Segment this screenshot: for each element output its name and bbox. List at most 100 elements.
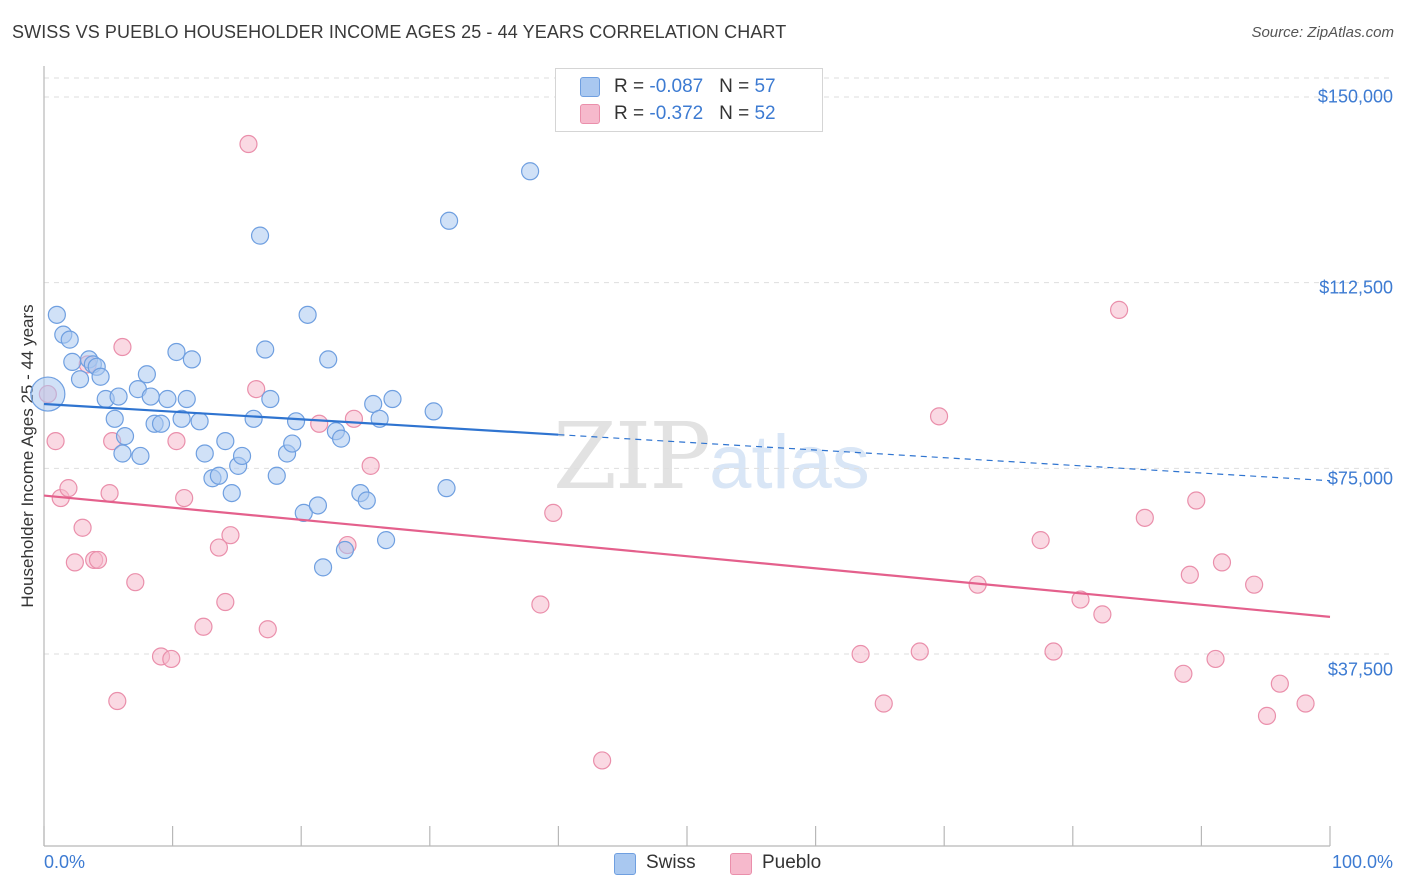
- x-tick-label-max: 100.0%: [1331, 852, 1393, 872]
- pueblo-point: [1270, 674, 1289, 693]
- pueblo-point: [910, 642, 929, 661]
- swiss-trend-line-extension: [558, 434, 1331, 482]
- swiss-point: [141, 387, 160, 406]
- pueblo-point: [113, 337, 132, 357]
- axis-layer: [43, 66, 1331, 847]
- swiss-point: [294, 503, 313, 522]
- swiss-point: [137, 365, 156, 384]
- pueblo-point: [1206, 649, 1225, 669]
- pueblo-point: [216, 592, 235, 612]
- pueblo-point: [1245, 575, 1264, 594]
- swiss-point: [286, 412, 306, 431]
- swiss-point: [335, 540, 355, 560]
- bottom-legend-swatch-pueblo: [730, 853, 752, 875]
- swiss-point: [244, 409, 263, 428]
- swiss-points-layer: [30, 162, 540, 577]
- swiss-point: [331, 429, 351, 448]
- pueblo-point: [1257, 706, 1277, 725]
- legend-swatch-swiss: [580, 77, 600, 97]
- swiss-point: [256, 340, 275, 359]
- stats-legend: R = -0.087 N = 57 R = -0.372 N = 52: [555, 68, 823, 132]
- swiss-point: [232, 446, 252, 466]
- swiss-point: [151, 414, 171, 433]
- pueblo-point: [344, 409, 364, 428]
- trend-lines-layer: [43, 402, 1331, 618]
- pueblo-point: [100, 483, 119, 503]
- pueblo-point: [209, 538, 228, 557]
- swiss-point: [109, 387, 128, 406]
- swiss-point: [209, 466, 228, 485]
- pueblo-point: [1109, 300, 1129, 319]
- pueblo-point: [167, 432, 186, 451]
- swiss-point: [319, 350, 338, 369]
- pueblo-points-layer: [38, 134, 1315, 770]
- pueblo-point: [126, 573, 145, 592]
- x-tick-label-min: 0.0%: [44, 852, 86, 872]
- pueblo-point: [1174, 664, 1193, 683]
- swiss-point: [177, 389, 196, 409]
- swiss-point: [521, 162, 540, 181]
- swiss-point: [439, 211, 459, 230]
- pueblo-point: [1093, 605, 1112, 624]
- swiss-point: [216, 432, 235, 451]
- pueblo-point: [1180, 565, 1199, 584]
- pueblo-point: [65, 553, 84, 572]
- swiss-point: [261, 389, 280, 409]
- pueblo-trend-line: [43, 494, 1331, 618]
- swiss-point: [167, 342, 186, 362]
- y-tick-label-37500: $37,500: [1327, 659, 1393, 680]
- swiss-point: [424, 402, 443, 421]
- swiss-point: [158, 389, 177, 409]
- swiss-point: [437, 479, 456, 498]
- swiss-point: [283, 434, 302, 453]
- pueblo-point: [1044, 642, 1063, 661]
- swiss-point: [195, 444, 214, 463]
- pueblo-point: [59, 479, 78, 498]
- pueblo-point: [1187, 491, 1206, 510]
- swiss-point: [383, 389, 402, 409]
- legend-swatch-pueblo: [580, 104, 600, 124]
- y-tick-label-112500: $112,500: [1319, 277, 1393, 298]
- pueblo-point: [162, 649, 181, 669]
- swiss-point: [298, 305, 317, 324]
- bottom-legend-swatch-swiss: [614, 853, 636, 875]
- legend-text-pueblo: R = -0.372 N = 52: [614, 103, 776, 124]
- bottom-legend-label-swiss: Swiss: [646, 852, 696, 873]
- swiss-point: [113, 444, 132, 463]
- swiss-point: [313, 558, 333, 577]
- pueblo-point: [73, 518, 92, 537]
- swiss-point: [70, 370, 90, 389]
- pueblo-point: [175, 488, 194, 508]
- pueblo-point: [851, 644, 870, 664]
- swiss-point: [250, 226, 270, 245]
- swiss-point: [308, 496, 328, 515]
- pueblo-point: [1071, 590, 1090, 609]
- y-tick-label-150000: $150,000: [1317, 86, 1393, 107]
- swiss-point: [376, 531, 396, 550]
- y-tick-label-75000: $75,000: [1327, 468, 1393, 489]
- swiss-point: [222, 483, 241, 503]
- pueblo-point: [239, 134, 258, 154]
- swiss-point: [47, 305, 66, 324]
- pueblo-point: [929, 407, 949, 426]
- swiss-point: [267, 466, 286, 485]
- pueblo-point: [247, 380, 266, 399]
- pueblo-point: [593, 751, 612, 770]
- pueblo-point: [310, 414, 329, 433]
- swiss-point: [105, 409, 124, 428]
- pueblo-point: [88, 550, 108, 570]
- pueblo-point: [874, 694, 893, 713]
- legend-text-swiss: R = -0.087 N = 57: [614, 76, 776, 97]
- pueblo-point: [221, 526, 240, 545]
- swiss-point: [172, 409, 191, 428]
- pueblo-point: [258, 620, 277, 639]
- pueblo-point: [531, 595, 550, 614]
- pueblo-point: [1135, 508, 1154, 527]
- bottom-legend-label-pueblo: Pueblo: [762, 852, 822, 873]
- chart-title: SWISS VS PUEBLO HOUSEHOLDER INCOME AGES …: [12, 22, 787, 42]
- pueblo-point: [1212, 553, 1232, 572]
- pueblo-point: [1031, 531, 1050, 550]
- swiss-point: [190, 412, 209, 431]
- source-label: Source: ZipAtlas.com: [1251, 24, 1394, 41]
